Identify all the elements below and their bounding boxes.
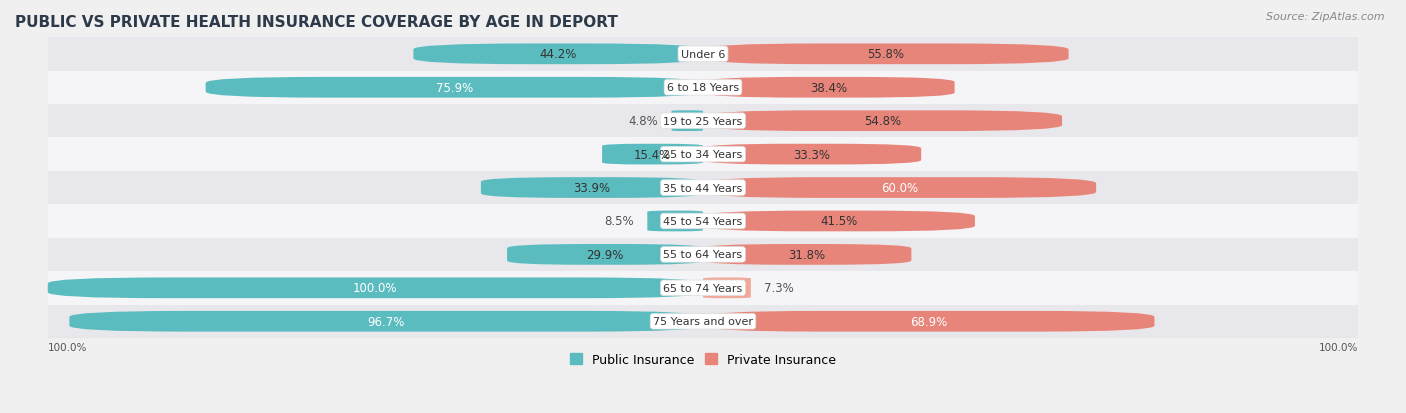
Text: 6 to 18 Years: 6 to 18 Years: [666, 83, 740, 93]
FancyBboxPatch shape: [602, 145, 703, 165]
FancyBboxPatch shape: [703, 111, 1062, 132]
FancyBboxPatch shape: [48, 205, 1358, 238]
Text: 38.4%: 38.4%: [810, 81, 848, 95]
FancyBboxPatch shape: [703, 244, 911, 265]
FancyBboxPatch shape: [48, 138, 1358, 171]
Text: 7.3%: 7.3%: [763, 282, 794, 294]
FancyBboxPatch shape: [508, 244, 703, 265]
FancyBboxPatch shape: [703, 145, 921, 165]
Text: 25 to 34 Years: 25 to 34 Years: [664, 150, 742, 160]
Text: 75 Years and over: 75 Years and over: [652, 316, 754, 326]
Text: 100.0%: 100.0%: [1319, 342, 1358, 352]
Text: 100.0%: 100.0%: [353, 282, 398, 294]
FancyBboxPatch shape: [703, 311, 1154, 332]
FancyBboxPatch shape: [703, 278, 751, 299]
Text: 100.0%: 100.0%: [48, 342, 87, 352]
FancyBboxPatch shape: [205, 78, 703, 98]
Text: 68.9%: 68.9%: [910, 315, 948, 328]
Text: Source: ZipAtlas.com: Source: ZipAtlas.com: [1267, 12, 1385, 22]
Text: 35 to 44 Years: 35 to 44 Years: [664, 183, 742, 193]
FancyBboxPatch shape: [647, 211, 703, 232]
FancyBboxPatch shape: [48, 278, 703, 299]
Text: 65 to 74 Years: 65 to 74 Years: [664, 283, 742, 293]
Text: 55.8%: 55.8%: [868, 48, 904, 61]
Legend: Public Insurance, Private Insurance: Public Insurance, Private Insurance: [565, 348, 841, 371]
FancyBboxPatch shape: [48, 38, 1358, 71]
Text: 41.5%: 41.5%: [820, 215, 858, 228]
Text: Under 6: Under 6: [681, 50, 725, 60]
FancyBboxPatch shape: [703, 78, 955, 98]
FancyBboxPatch shape: [672, 111, 703, 132]
Text: 29.9%: 29.9%: [586, 248, 624, 261]
Text: 75.9%: 75.9%: [436, 81, 472, 95]
FancyBboxPatch shape: [413, 44, 703, 65]
FancyBboxPatch shape: [48, 271, 1358, 305]
Text: 8.5%: 8.5%: [605, 215, 634, 228]
Text: 33.3%: 33.3%: [793, 148, 831, 161]
FancyBboxPatch shape: [703, 211, 974, 232]
Text: 96.7%: 96.7%: [367, 315, 405, 328]
Text: PUBLIC VS PRIVATE HEALTH INSURANCE COVERAGE BY AGE IN DEPORT: PUBLIC VS PRIVATE HEALTH INSURANCE COVER…: [15, 15, 617, 30]
Text: 54.8%: 54.8%: [863, 115, 901, 128]
FancyBboxPatch shape: [703, 178, 1097, 198]
Text: 19 to 25 Years: 19 to 25 Years: [664, 116, 742, 126]
Text: 4.8%: 4.8%: [628, 115, 658, 128]
FancyBboxPatch shape: [48, 305, 1358, 338]
Text: 15.4%: 15.4%: [634, 148, 671, 161]
Text: 44.2%: 44.2%: [540, 48, 576, 61]
Text: 45 to 54 Years: 45 to 54 Years: [664, 216, 742, 226]
FancyBboxPatch shape: [69, 311, 703, 332]
FancyBboxPatch shape: [703, 44, 1069, 65]
FancyBboxPatch shape: [481, 178, 703, 198]
Text: 55 to 64 Years: 55 to 64 Years: [664, 250, 742, 260]
FancyBboxPatch shape: [48, 171, 1358, 205]
Text: 60.0%: 60.0%: [882, 182, 918, 195]
Text: 31.8%: 31.8%: [789, 248, 825, 261]
Text: 33.9%: 33.9%: [574, 182, 610, 195]
FancyBboxPatch shape: [48, 71, 1358, 105]
FancyBboxPatch shape: [48, 105, 1358, 138]
FancyBboxPatch shape: [48, 238, 1358, 271]
